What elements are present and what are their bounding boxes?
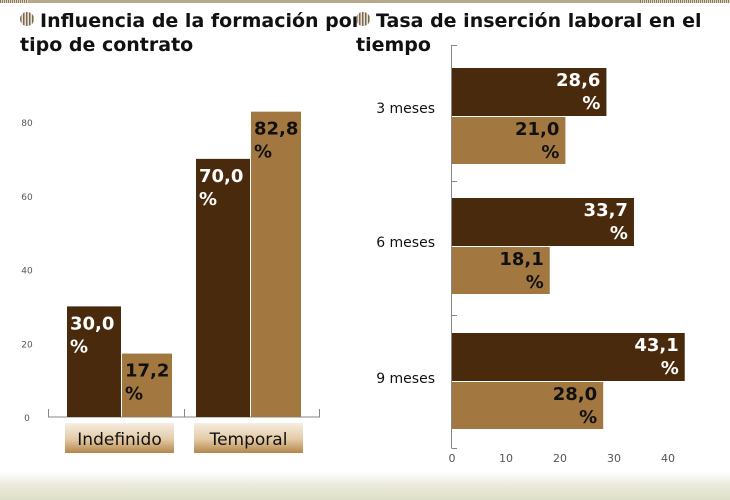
category-label-box (194, 423, 303, 453)
x-tick-label: 20 (553, 452, 567, 465)
bar-3-meses-s2 (452, 117, 566, 164)
top-pattern-right (640, 0, 730, 3)
data-label-unit: % (125, 384, 143, 405)
data-label-unit: % (70, 336, 88, 357)
data-label: 17,2 (125, 361, 169, 382)
data-label-unit: % (199, 189, 217, 210)
category-label: 6 meses (376, 235, 435, 251)
data-label: 82,8 (254, 119, 298, 140)
bullet-icon (20, 12, 34, 26)
data-label-unit: % (526, 272, 544, 293)
data-label-unit: % (661, 358, 679, 379)
bullet-icon (356, 12, 370, 26)
data-label: 43,1 (634, 335, 678, 356)
y-tick-label: 60 (21, 193, 33, 203)
left-title-line2: tipo de contrato (20, 34, 194, 56)
y-tick-label: 0 (24, 414, 30, 424)
category-label: Temporal (209, 430, 288, 450)
x-tick-label: 40 (661, 452, 675, 465)
y-tick-label: 80 (21, 119, 33, 129)
y-tick-label: 40 (21, 267, 33, 277)
data-label-unit: % (254, 142, 272, 163)
data-label: 70,0 (199, 166, 243, 187)
data-label: 33,7 (584, 200, 628, 221)
data-label: 28,6 (556, 70, 600, 91)
data-label-unit: % (610, 223, 628, 244)
bar-9-meses-s2 (452, 382, 604, 429)
bar-indefinido-s1 (67, 306, 121, 417)
category-label: Indefinido (77, 430, 161, 450)
category-label: 9 meses (376, 371, 435, 387)
right-title-text: Tasa de inserción laboral en el tiempo (356, 10, 702, 56)
category-label-box (65, 423, 174, 453)
left-chart-title: Influencia de la formación por tipo de c… (20, 9, 361, 57)
right-chart-title: Tasa de inserción laboral en el tiempo (356, 9, 730, 57)
left-chart: 02040608030,0%17,2%Indefinido70,0%82,8%T… (21, 111, 320, 453)
bar-6-meses-s2 (452, 247, 550, 294)
bar-9-meses-s1 (452, 333, 685, 381)
x-tick-label: 0 (449, 452, 456, 465)
top-pattern-left (0, 0, 28, 3)
bar-temporal-s2 (251, 111, 301, 418)
data-label: 28,0 (553, 384, 597, 405)
bar-3-meses-s1 (452, 68, 607, 116)
x-tick-label: 30 (607, 452, 621, 465)
category-label: 3 meses (376, 101, 435, 117)
top-border (0, 0, 730, 3)
x-tick-label: 10 (499, 452, 513, 465)
bar-temporal-s1 (196, 158, 250, 417)
bar-indefinido-s2 (122, 353, 172, 417)
data-label-unit: % (541, 142, 559, 163)
footer-band (0, 472, 730, 500)
data-label-unit: % (579, 407, 597, 428)
data-label: 30,0 (70, 313, 114, 334)
data-label: 18,1 (499, 249, 543, 270)
bar-6-meses-s1 (452, 198, 634, 246)
data-label-unit: % (582, 93, 600, 114)
y-tick-label: 20 (21, 340, 33, 350)
data-label: 21,0 (515, 119, 559, 140)
left-title-line1: Influencia de la formación por (40, 10, 362, 32)
